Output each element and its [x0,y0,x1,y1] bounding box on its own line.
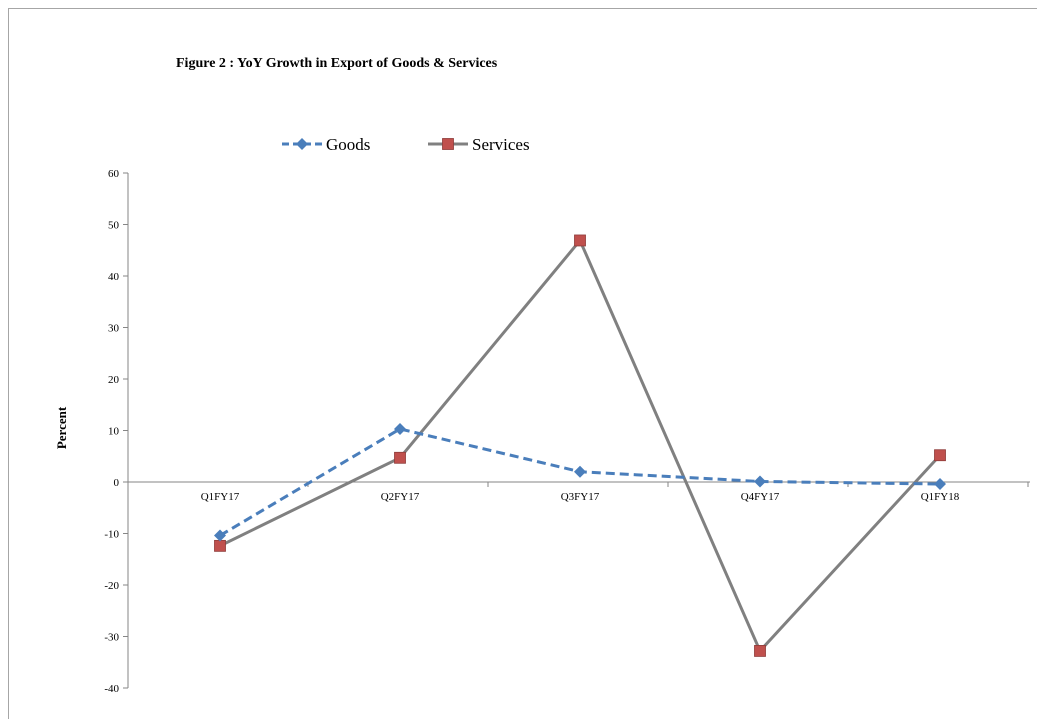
x-tick-label: Q3FY17 [561,491,600,503]
goods-point [754,475,766,488]
y-tick-label: 20 [108,374,120,386]
legend-goods-label: Goods [326,135,370,154]
chart-frame [8,8,1037,719]
services-point [214,539,226,552]
y-tick-label: 10 [108,426,120,438]
services-series-line [219,238,942,653]
goods-point [934,478,946,491]
y-tick-label: 30 [108,323,120,335]
services-point [934,449,946,462]
x-tick-label: Q4FY17 [741,491,780,503]
legend-services-marker [442,138,454,150]
goods-point [214,529,226,542]
services-point [574,234,586,247]
legend-goods-marker [296,138,308,150]
x-tick-label: Q1FY18 [921,491,960,503]
legend-services-label: Services [472,135,530,154]
goods-point [574,465,586,478]
y-tick-label: 0 [114,477,120,489]
chart-title: Figure 2 : YoY Growth in Export of Goods… [176,56,498,71]
y-tick-label: -40 [104,683,119,695]
services-point [394,451,406,464]
y-tick-label: -20 [104,580,119,592]
goods-point [394,422,406,435]
y-tick-label: 40 [108,271,120,283]
services-point [754,645,766,657]
y-tick-label: -30 [104,632,119,644]
x-tick-label: Q1FY17 [201,491,240,503]
y-tick-label: 60 [108,168,120,180]
y-tick-label: -10 [104,529,119,541]
y-tick-label: 50 [108,220,120,232]
x-tick-label: Q2FY17 [381,491,420,503]
